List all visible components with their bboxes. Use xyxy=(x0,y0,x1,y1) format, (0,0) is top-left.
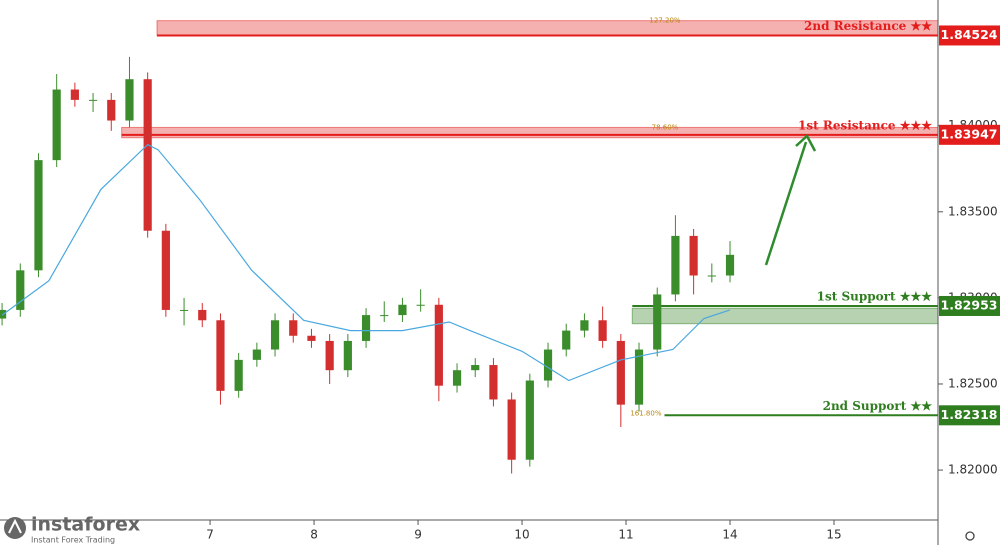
candle-body xyxy=(707,275,716,277)
x-tick-label: 11 xyxy=(618,528,633,542)
candle-body xyxy=(270,320,280,350)
logo-icon xyxy=(4,517,26,539)
candle-body xyxy=(471,365,480,371)
candle-body xyxy=(725,254,735,276)
candle-body xyxy=(580,320,589,331)
candle-body xyxy=(634,349,644,405)
moving-average xyxy=(1,143,731,382)
x-tick-label: 7 xyxy=(206,528,214,542)
candle-body xyxy=(234,359,243,391)
candle-body xyxy=(88,99,98,101)
candle-body xyxy=(16,270,25,310)
candle-body xyxy=(216,320,225,391)
candle-body xyxy=(543,349,553,381)
price-label: 1.82953 xyxy=(941,297,998,312)
candle-body xyxy=(616,340,625,405)
level-label: 2nd Support ★★ xyxy=(823,399,933,413)
candle-body xyxy=(598,320,607,341)
y-tick-label: 1.82000 xyxy=(948,463,998,477)
price-label-box xyxy=(939,405,1000,426)
candle-body xyxy=(343,340,352,371)
candle-body xyxy=(689,235,698,276)
candle-body xyxy=(562,330,571,350)
price-label-box xyxy=(939,25,1000,46)
candle-body xyxy=(125,79,134,121)
arrow-head xyxy=(795,133,817,152)
candle-body xyxy=(252,349,261,360)
candle-body xyxy=(198,309,207,321)
gear[interactable] xyxy=(965,531,975,541)
candle-body xyxy=(52,89,61,161)
x-tick-label: 9 xyxy=(414,528,422,542)
x-tick-label: 15 xyxy=(826,528,841,542)
level-label: 1st Support ★★★ xyxy=(817,289,933,303)
logo-mark xyxy=(8,518,22,534)
price-label-box xyxy=(939,124,1000,145)
candle-body xyxy=(361,315,371,341)
x-tick-label: 8 xyxy=(310,528,318,542)
y-tick-label: 1.82500 xyxy=(948,376,998,390)
tagline: Instant Forex Trading xyxy=(31,536,115,545)
candle-body xyxy=(416,304,425,306)
x-tick-label: 10 xyxy=(514,528,529,542)
candle-body xyxy=(380,315,389,317)
fib-label: 127.20% xyxy=(649,17,680,25)
forecast-arrow xyxy=(764,133,817,266)
level-zone xyxy=(631,307,939,325)
candle-body xyxy=(34,160,43,271)
price-label: 1.84524 xyxy=(941,27,998,42)
candle-body xyxy=(489,365,498,400)
candle-body xyxy=(107,99,116,121)
candle-body xyxy=(398,304,407,316)
candle-body xyxy=(307,335,316,341)
candle-body xyxy=(434,304,443,386)
fib-label: 78.60% xyxy=(652,123,679,131)
price-label: 1.82318 xyxy=(941,407,998,422)
price-label: 1.83947 xyxy=(941,126,998,141)
level-label: 1st Resistance ★★★ xyxy=(798,118,932,132)
watermark: instaforex Instant Forex Trading xyxy=(4,514,140,545)
candle-body xyxy=(452,370,462,386)
candle-body xyxy=(70,89,79,100)
candle-body xyxy=(653,294,662,350)
candle-body xyxy=(161,230,170,310)
candle-body xyxy=(325,340,334,371)
candle-body xyxy=(507,399,516,460)
candle-body xyxy=(143,79,152,231)
candle-body xyxy=(289,320,298,336)
price-label-box xyxy=(939,295,1000,316)
settings-icon[interactable] xyxy=(965,531,975,541)
brand: instaforex xyxy=(31,514,140,536)
fib-label: 161.80% xyxy=(630,409,661,417)
arrow-shaft xyxy=(764,141,808,266)
candle-body xyxy=(525,380,534,460)
candle-body xyxy=(671,235,680,295)
x-tick-label: 14 xyxy=(722,528,737,542)
candle-body xyxy=(179,309,189,311)
y-tick-label: 1.83500 xyxy=(948,204,998,218)
level-label: 2nd Resistance ★★ xyxy=(804,19,932,33)
